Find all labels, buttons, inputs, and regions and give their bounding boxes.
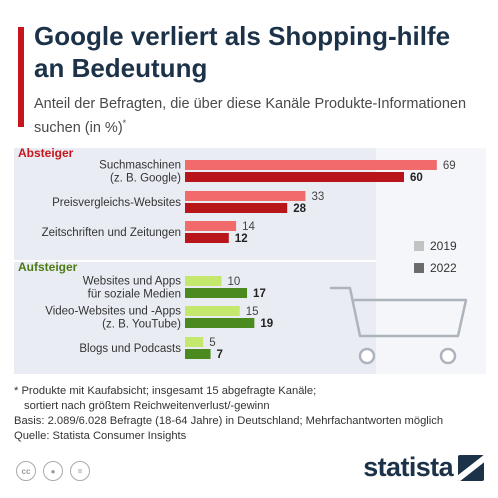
footnote-line-1: * Produkte mit Kaufabsicht; insgesamt 15… bbox=[14, 385, 317, 397]
cart-wheel-left-icon bbox=[358, 347, 376, 365]
category-label: für soziale Medien bbox=[88, 289, 181, 301]
source-note: Quelle: Statista Consumer Insights bbox=[14, 430, 187, 442]
bar-2022 bbox=[185, 288, 248, 298]
legend-label-2019: 2019 bbox=[430, 239, 457, 253]
data-label-2019: 10 bbox=[228, 276, 241, 288]
title-accent-bar bbox=[18, 27, 24, 127]
data-label-2022: 12 bbox=[235, 233, 248, 245]
category-label: Suchmaschinen bbox=[99, 160, 181, 172]
bar-2019 bbox=[185, 337, 204, 347]
data-label-2019: 15 bbox=[246, 306, 259, 318]
legend-swatch-2022 bbox=[414, 263, 424, 273]
bar-2022 bbox=[185, 172, 404, 182]
cart-wheel-right-icon bbox=[439, 347, 457, 365]
bar-2022 bbox=[185, 349, 211, 359]
data-label-2022: 7 bbox=[217, 349, 223, 361]
footnote-mark: * bbox=[122, 118, 127, 128]
data-label-2022: 28 bbox=[293, 203, 306, 215]
basis-note: Basis: 2.089/6.028 Befragte (18-64 Jahre… bbox=[14, 415, 444, 427]
bar-2022 bbox=[185, 233, 229, 243]
logo-mark-icon bbox=[458, 454, 484, 481]
data-label-2022: 19 bbox=[260, 318, 273, 330]
logo-text: statista bbox=[363, 452, 453, 482]
data-label-2019: 33 bbox=[311, 191, 324, 203]
data-label-2019: 69 bbox=[443, 160, 456, 172]
bar-2022 bbox=[185, 318, 255, 328]
data-label-2019: 5 bbox=[209, 337, 215, 349]
category-label: Preisvergleichs-Websites bbox=[52, 197, 181, 209]
group-label-absteiger: Absteiger bbox=[18, 146, 74, 160]
shopping-cart-icon bbox=[330, 286, 468, 338]
category-label: (z. B. YouTube) bbox=[102, 319, 181, 331]
category-label: Video-Websites und -Apps bbox=[45, 306, 181, 318]
statista-logo[interactable]: statista bbox=[363, 452, 484, 483]
legend-label-2022: 2022 bbox=[430, 261, 457, 275]
bar-2019 bbox=[185, 221, 237, 231]
footnote-line-2: sortiert nach größtem Reichweitenverlust… bbox=[24, 400, 270, 412]
cc-icon[interactable]: cc bbox=[16, 461, 36, 481]
group-label-aufsteiger: Aufsteiger bbox=[18, 260, 78, 274]
legend-swatch-2019 bbox=[414, 241, 424, 251]
data-label-2022: 17 bbox=[253, 288, 266, 300]
bar-2019 bbox=[185, 306, 240, 316]
license-icons: cc ● = bbox=[16, 461, 90, 481]
bar-2019 bbox=[185, 276, 222, 286]
category-label: (z. B. Google) bbox=[110, 173, 181, 185]
by-icon[interactable]: ● bbox=[43, 461, 63, 481]
category-label: Websites und Apps bbox=[83, 276, 181, 288]
bar-2022 bbox=[185, 203, 288, 213]
nd-icon[interactable]: = bbox=[70, 461, 90, 481]
chart-subtitle: Anteil der Befragten, die über diese Kan… bbox=[34, 96, 467, 136]
data-label-2019: 14 bbox=[242, 221, 255, 233]
footnotes: * Produkte mit Kaufabsicht; insgesamt 15… bbox=[14, 384, 494, 444]
page-title: Google verliert als Shopping-hilfe an Be… bbox=[34, 21, 451, 83]
bar-2019 bbox=[185, 191, 306, 201]
category-label: Blogs und Podcasts bbox=[79, 343, 181, 355]
data-label-2022: 60 bbox=[410, 172, 423, 184]
bar-2019 bbox=[185, 160, 437, 170]
category-label: Zeitschriften und Zeitungen bbox=[42, 227, 181, 239]
